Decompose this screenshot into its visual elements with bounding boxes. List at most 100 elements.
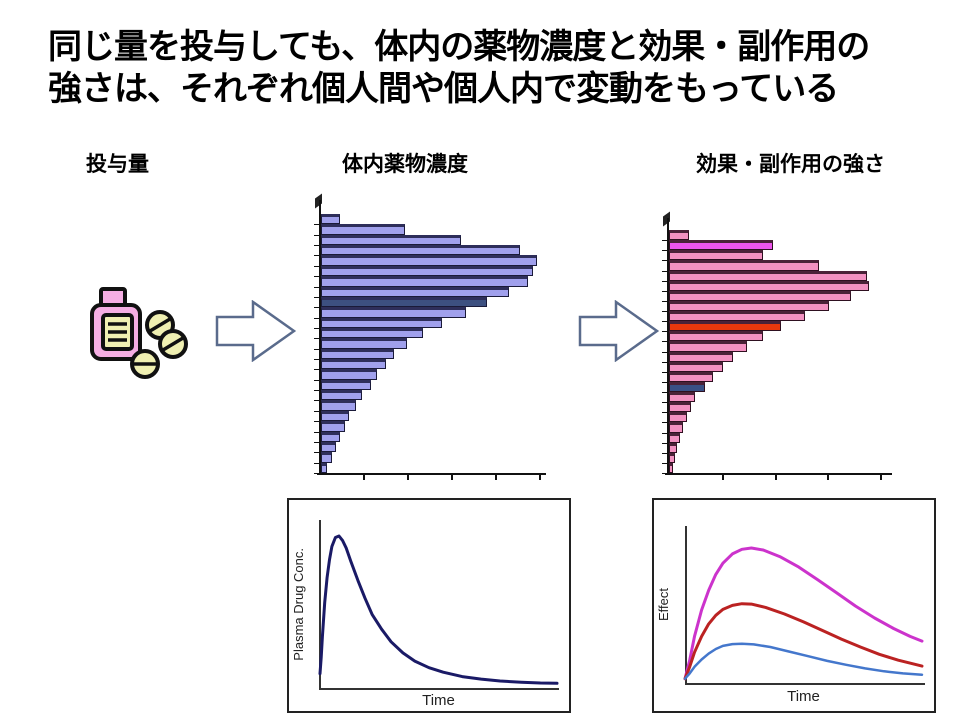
x-axis-tick [539,475,541,480]
hist-row [314,255,537,268]
hist-row [662,341,869,353]
curve-effect-low [683,642,924,680]
x-axis-tick [722,475,724,480]
title-line-2: 強さは、それぞれ個人間や個人内で変動をもっている [48,70,839,108]
hist-bar [669,311,805,322]
hist-row [314,245,537,257]
hist-row [314,214,537,226]
hist-bar [321,224,406,235]
effect-x-axis-label: Time [787,688,820,705]
pk-x-axis-label: Time [422,692,455,709]
x-axis-tick [451,475,453,480]
pk-x-axis [319,688,559,690]
hist-bar [321,431,341,442]
hist-row [314,234,537,247]
hist-row [314,369,537,382]
hist-bar [669,331,763,342]
concentration-histogram-x-axis [317,473,546,480]
y-axis-label-wrap: Effect [656,526,671,683]
hist-bar [669,361,723,372]
title-line-1: 同じ量を投与しても、体内の薬物濃度と効果・副作用の [48,28,870,66]
hist-row [662,240,869,252]
hist-bar [321,317,442,328]
hist-bar [669,321,781,332]
hist-row [314,452,537,465]
pk-y-axis [319,520,321,688]
hist-bar [321,390,363,401]
hist-row [662,260,869,272]
hist-row [662,432,869,444]
hist-row [662,321,869,333]
x-axis-tick [363,475,365,480]
curve-plasma-drug-concentration [318,534,559,685]
hist-bar [321,452,332,463]
hist-row [314,327,537,340]
hist-bar [321,400,356,411]
effect-histogram [662,230,869,475]
hist-bar [669,270,867,281]
hist-row [662,442,869,454]
column-label-concentration: 体内薬物濃度 [342,153,468,176]
hist-row [314,390,537,402]
hist-row [662,422,869,434]
curve-effect-high [683,546,924,681]
hist-row [662,290,869,303]
effect-curves-plot [683,546,924,681]
hist-row [314,338,537,351]
hist-bar [321,265,533,277]
hist-bar [321,286,509,297]
hist-bar [321,307,466,318]
hist-bar [669,381,705,392]
effect-y-axis [685,526,687,683]
hist-bar [669,351,733,362]
hist-bar [669,290,851,301]
right-arrow-icon [578,300,660,362]
hist-bar [669,402,691,413]
hist-bar [669,412,687,423]
hist-row [662,331,869,343]
hist-bar [321,348,395,360]
hist-row [314,379,537,392]
hist-bar [321,327,423,339]
hist-bar [321,214,341,225]
hist-bar [321,276,529,287]
hist-bar [669,452,675,463]
pill-score-line [149,317,171,333]
hist-bar [321,410,350,422]
hist-bar [321,462,328,473]
hist-bar [321,379,371,391]
hist-bar [669,422,683,433]
x-axis-tick [775,475,777,480]
x-axis-tick [407,475,409,480]
hist-bar [669,371,713,382]
hist-bar [321,245,520,256]
concentration-histogram [314,214,537,475]
hist-bar [669,300,829,311]
hist-bar [321,338,408,349]
hist-bar [321,255,537,266]
medicine-bottle-and-pills-icon [90,287,188,379]
hist-row [314,441,537,454]
hist-row [314,276,537,288]
page-title: 同じ量を投与しても、体内の薬物濃度と効果・副作用の 強さは、それぞれ個人間や個人… [48,26,933,110]
hist-bar [321,359,386,370]
hist-row [314,296,537,309]
hist-row [314,317,537,330]
hist-row [662,462,869,475]
hist-row [662,311,869,323]
hist-bar [321,234,462,246]
x-axis-tick [880,475,882,480]
hist-bar [669,250,763,261]
hist-row [314,410,537,423]
hist-bar [669,432,680,443]
hist-row [662,361,869,373]
hist-bar [669,260,819,271]
hist-bar [321,369,378,380]
right-arrow-icon [215,300,297,362]
hist-row [314,462,537,475]
hist-row [662,371,869,384]
pk-curve-plot [318,534,559,685]
hist-bar [321,421,345,432]
hist-row [662,392,869,404]
